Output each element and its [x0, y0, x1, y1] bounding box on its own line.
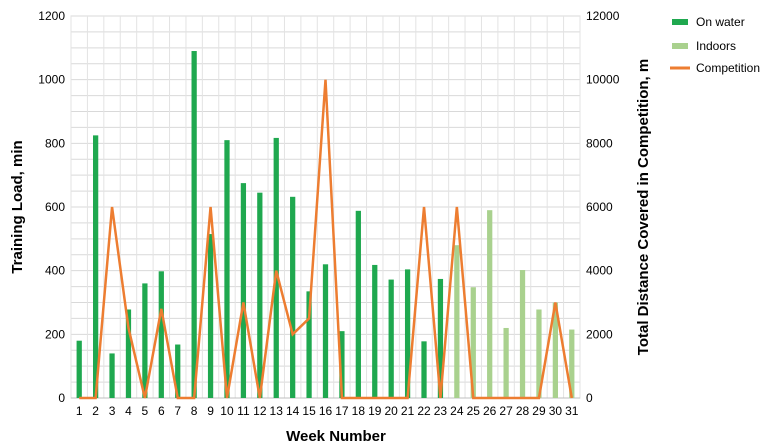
bar-on-water	[290, 196, 296, 398]
x-tick-label: 13	[270, 404, 284, 418]
bar-on-water	[175, 344, 181, 398]
x-tick-label: 1	[76, 404, 83, 418]
x-tick-label: 5	[142, 404, 149, 418]
x-tick-label: 19	[368, 404, 382, 418]
bar-on-water	[339, 331, 345, 398]
x-axis-ticks: 1 2 3 4 5 6 7 8 9 10 11 12 13 14 15 16 17 18 19 20 21 22 23 24 2…	[76, 404, 579, 418]
bar-on-water	[306, 291, 312, 398]
x-tick-label: 8	[191, 404, 198, 418]
x-tick-label: 18	[352, 404, 366, 418]
legend: On water Indoors Competition	[670, 15, 760, 75]
x-tick-label: 4	[125, 404, 132, 418]
x-tick-label: 24	[450, 404, 464, 418]
x-tick-label: 22	[417, 404, 431, 418]
bar-on-water	[388, 279, 394, 398]
x-axis-title: Week Number	[286, 428, 386, 445]
y-tick-label: 200	[45, 327, 65, 341]
legend-swatch-indoors	[672, 43, 688, 49]
bar-on-water	[158, 271, 164, 398]
y-tick-label: 0	[58, 391, 65, 405]
bar-on-water	[93, 135, 99, 398]
x-tick-label: 12	[253, 404, 267, 418]
bar-indoors	[519, 270, 526, 398]
bar-on-water	[109, 353, 115, 398]
y-axis-title: Training Load, min	[9, 140, 26, 273]
x-tick-label: 20	[384, 404, 398, 418]
bar-indoors	[536, 309, 542, 398]
x-tick-label: 17	[335, 404, 349, 418]
y2-tick-label: 4000	[586, 264, 613, 278]
x-tick-label: 29	[532, 404, 546, 418]
legend-label-on-water: On water	[696, 15, 745, 29]
bar-indoors	[470, 287, 476, 398]
y-axis-ticks: 0 200 400 600 800 1000 1200	[38, 9, 65, 405]
x-tick-label: 21	[401, 404, 415, 418]
x-tick-label: 7	[174, 404, 181, 418]
y2-axis-ticks: 0 2000 4000 6000 8000 10000 12000	[586, 9, 620, 405]
y2-tick-label: 8000	[586, 136, 613, 150]
bar-on-water	[224, 140, 230, 398]
x-tick-label: 31	[565, 404, 579, 418]
bar-on-water	[240, 183, 247, 398]
x-tick-label: 23	[434, 404, 448, 418]
y-tick-label: 1000	[38, 73, 65, 87]
bar-on-water	[437, 278, 444, 398]
x-tick-label: 11	[237, 404, 250, 418]
bar-on-water	[142, 283, 148, 398]
x-tick-label: 30	[549, 404, 563, 418]
line-layer	[79, 79, 574, 400]
y-tick-label: 800	[45, 136, 65, 150]
x-tick-label: 16	[319, 404, 333, 418]
y2-tick-label: 12000	[586, 9, 620, 23]
y2-tick-label: 2000	[586, 327, 613, 341]
legend-label-indoors: Indoors	[696, 39, 736, 53]
x-tick-label: 3	[109, 404, 116, 418]
y2-tick-label: 0	[586, 391, 593, 405]
bar-on-water	[125, 309, 132, 398]
bar-indoors	[569, 329, 575, 398]
bar-indoors	[454, 245, 460, 398]
bar-on-water	[191, 51, 197, 399]
y-tick-label: 400	[45, 264, 65, 278]
bar-indoors	[552, 302, 558, 398]
x-tick-label: 15	[302, 404, 316, 418]
bar-indoors	[503, 327, 509, 398]
y2-tick-label: 10000	[586, 73, 620, 87]
x-tick-label: 28	[516, 404, 530, 418]
bar-on-water	[355, 210, 361, 398]
y2-axis-title: Total Distance Covered in Competition, m	[635, 59, 652, 355]
x-tick-label: 26	[483, 404, 497, 418]
y-tick-label: 1200	[38, 9, 65, 23]
x-tick-label: 9	[207, 404, 214, 418]
x-tick-label: 6	[158, 404, 165, 418]
x-tick-label: 27	[499, 404, 513, 418]
bars	[76, 51, 575, 399]
bar-on-water	[76, 340, 82, 398]
x-tick-label: 10	[220, 404, 234, 418]
bar-on-water	[404, 269, 411, 398]
bar-on-water	[421, 341, 427, 398]
bar-on-water	[273, 137, 279, 398]
x-tick-label: 14	[286, 404, 300, 418]
bar-on-water	[257, 192, 263, 398]
legend-swatch-on-water	[672, 19, 688, 25]
bar-on-water	[372, 264, 378, 398]
line-competition	[79, 79, 574, 400]
x-tick-label: 2	[92, 404, 99, 418]
y2-tick-label: 6000	[586, 200, 613, 214]
y-tick-label: 600	[45, 200, 65, 214]
bar-on-water	[322, 264, 329, 398]
legend-label-competition: Competition	[696, 61, 760, 75]
x-tick-label: 25	[467, 404, 481, 418]
bar-on-water	[207, 234, 214, 398]
bar-indoors	[487, 210, 493, 398]
